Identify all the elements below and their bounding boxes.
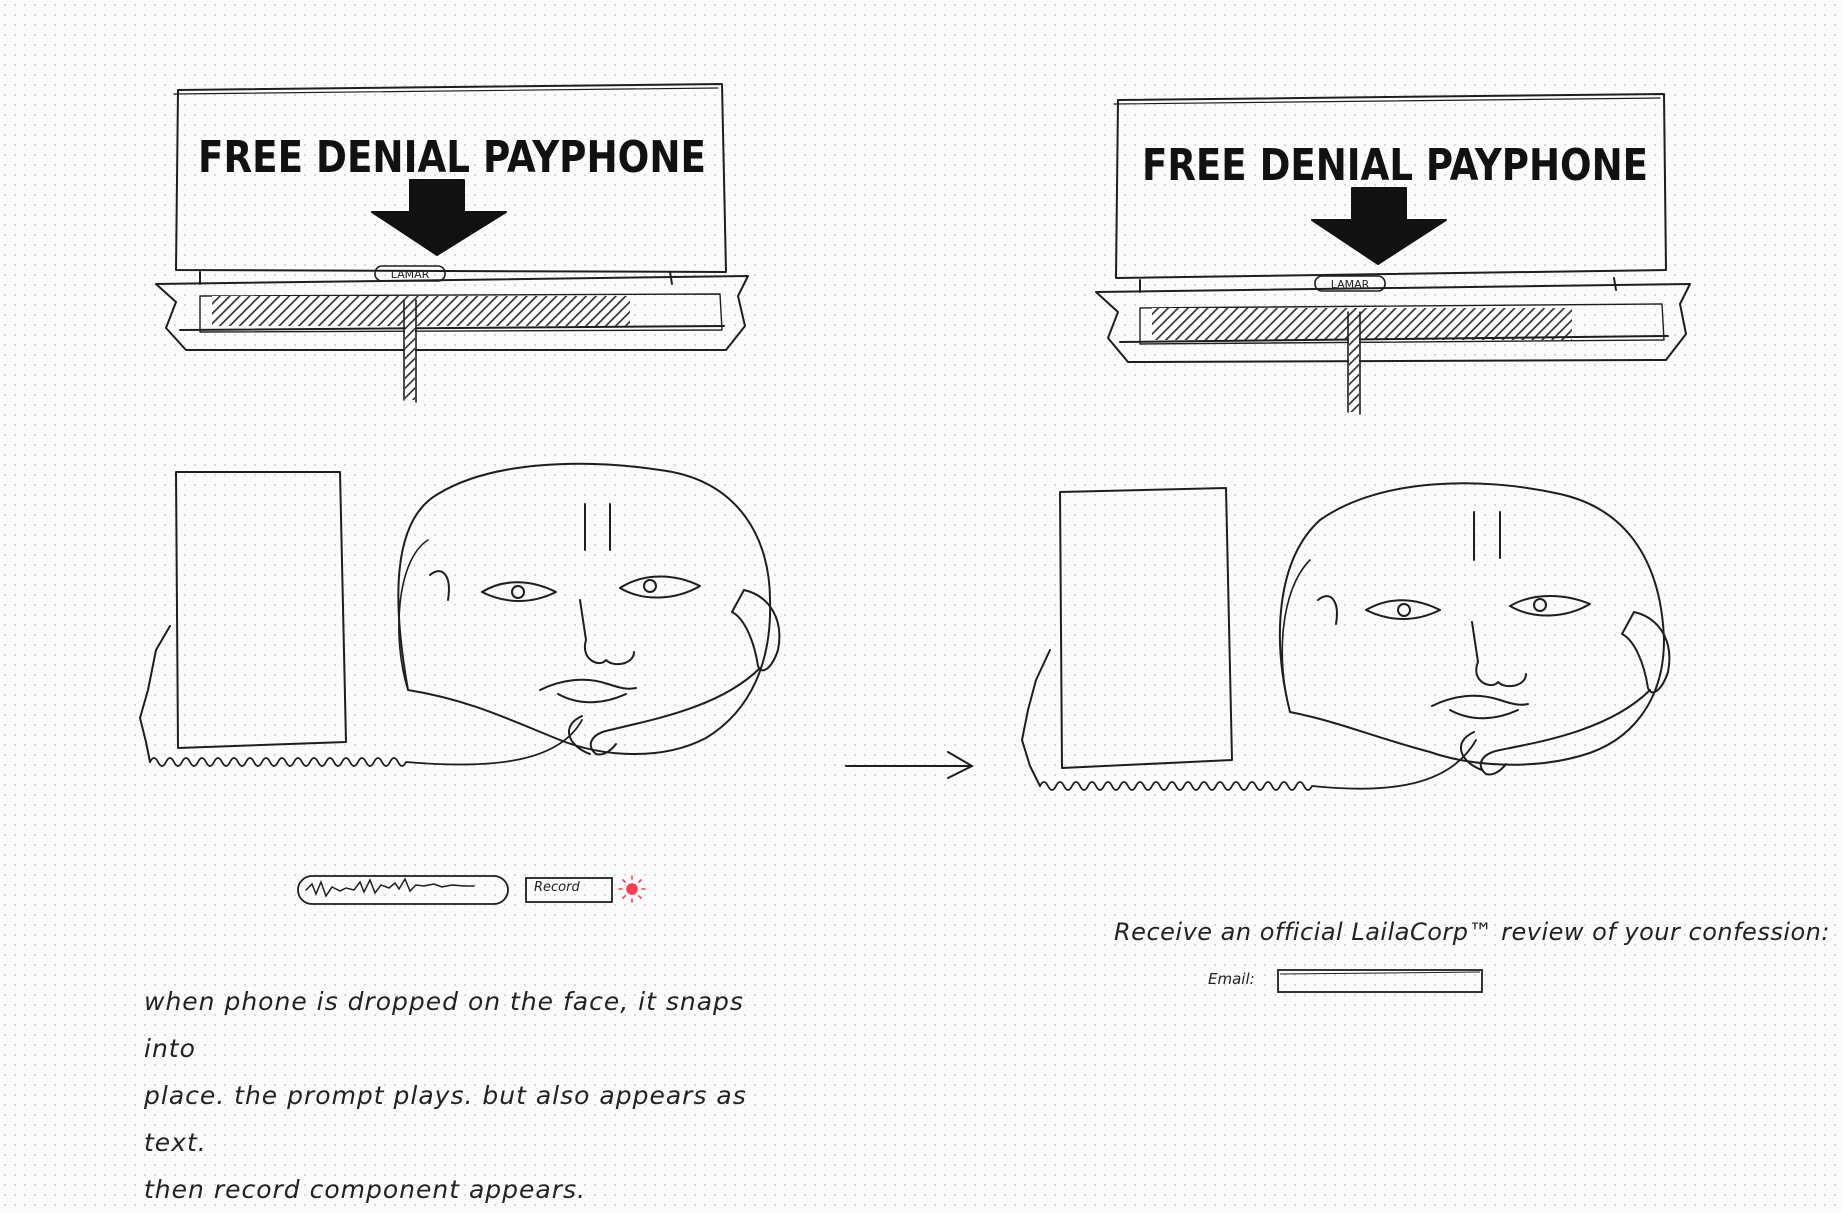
right-down-arrow-icon	[1311, 187, 1447, 265]
note-line: when phone is dropped on the face, it sn…	[144, 987, 744, 1063]
review-prompt: Receive an official LailaCorp™ review of…	[1114, 918, 1830, 946]
right-billboard: FREE DENIAL PAYPHONE LAMAR	[1113, 93, 1667, 292]
note-line: then record component appears.	[144, 1175, 586, 1204]
email-label: Email:	[1208, 970, 1255, 988]
right-phone-cord	[1039, 739, 1477, 791]
right-sign-title: FREE DENIAL PAYPHONE	[1142, 140, 1648, 191]
right-payphone-box	[1021, 487, 1233, 787]
left-street-label: LAMAR	[391, 268, 430, 281]
right-canopy	[1095, 277, 1691, 415]
left-phone-cord	[149, 719, 583, 767]
record-button[interactable]	[525, 877, 613, 903]
left-down-arrow-icon	[371, 179, 507, 256]
left-face	[397, 462, 781, 756]
record-indicator-icon	[618, 875, 646, 903]
waveform-bar	[297, 875, 509, 905]
left-panel: FREE DENIAL PAYPHONE LAMAR	[139, 83, 781, 767]
left-payphone-box	[139, 471, 347, 763]
waveform-icon	[305, 877, 475, 898]
record-button-label[interactable]: Record	[534, 880, 580, 895]
email-field[interactable]	[1282, 973, 1476, 989]
recorder-component	[297, 875, 646, 905]
left-billboard: FREE DENIAL PAYPHONE LAMAR	[173, 83, 727, 282]
left-canopy	[155, 271, 749, 403]
right-arrow-icon	[845, 751, 975, 779]
email-input[interactable]	[1277, 969, 1483, 993]
right-panel: FREE DENIAL PAYPHONE LAMAR	[1021, 93, 1691, 791]
note-line: place. the prompt plays. but also appear…	[144, 1081, 747, 1157]
right-face	[1279, 482, 1671, 776]
left-sign-title: FREE DENIAL PAYPHONE	[198, 132, 706, 183]
design-note: when phone is dropped on the face, it sn…	[144, 978, 804, 1213]
